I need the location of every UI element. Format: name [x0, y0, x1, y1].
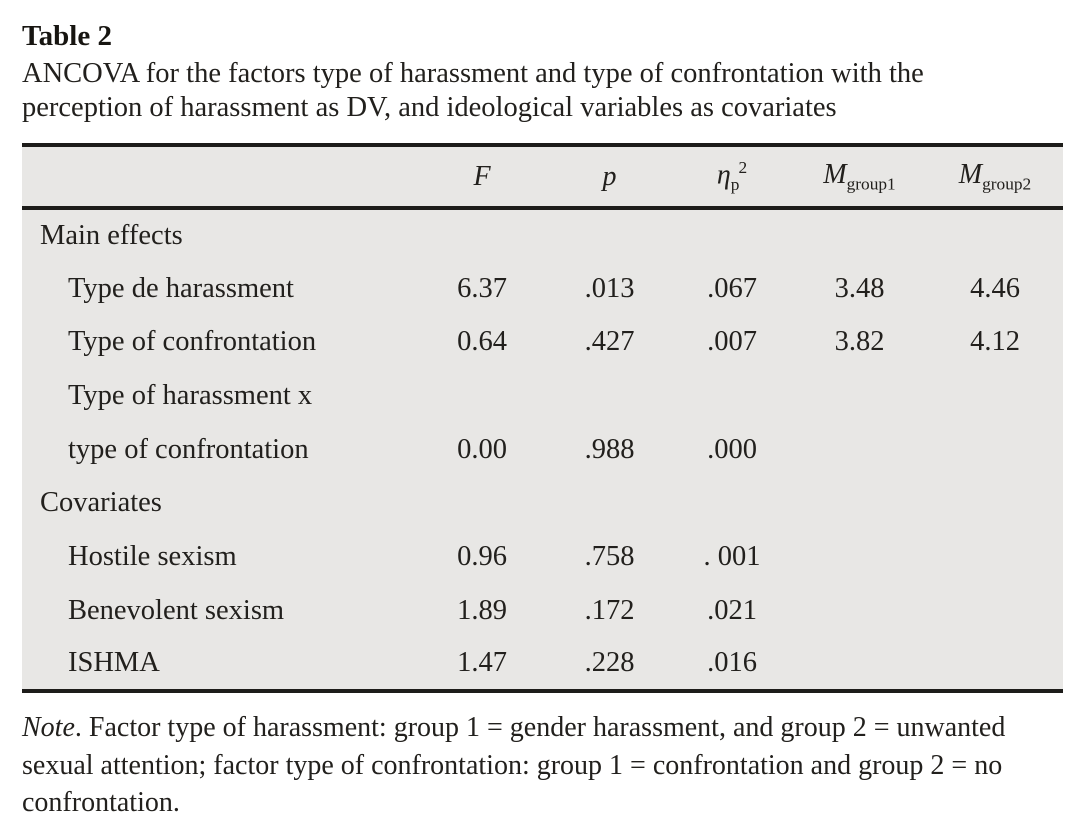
cell-eta: .067 — [707, 272, 757, 304]
cell-p: .013 — [584, 272, 635, 304]
cell-m-group1 — [792, 638, 927, 692]
row-label: ISHMA — [68, 647, 160, 679]
cell-m-group1 — [792, 530, 927, 584]
row-label: Covariates — [40, 487, 162, 519]
cell-m-group2 — [927, 476, 1063, 530]
table-row-interaction-line1: Type of harassment x — [22, 369, 1063, 423]
cell-p: .172 — [584, 594, 635, 626]
cell-p: .427 — [584, 326, 635, 358]
cell-f — [417, 208, 547, 262]
table-title: Table 2 — [22, 20, 112, 52]
col-header-p: p — [547, 145, 672, 210]
cell-m-group1: 3.82 — [834, 326, 885, 358]
table-row-interaction-line2: type of confrontation 0.00 .988 .000 — [22, 423, 1063, 477]
col-header-f: F — [417, 145, 547, 210]
table-note: Note. Factor type of harassment: group 1… — [22, 709, 1040, 822]
col-header-m-group1: Mgroup1 — [792, 145, 927, 210]
table-row-benevolent-sexism: Benevolent sexism 1.89 .172 .021 — [22, 584, 1063, 638]
ancova-table: F p ηp2 Mgroup1 Mgroup2 Main effects Typ… — [22, 143, 1063, 694]
col-header-eta-squared: ηp2 — [672, 145, 792, 210]
cell-m-group2 — [927, 423, 1063, 477]
row-label: Type of harassment x — [68, 379, 313, 411]
table-caption: ANCOVA for the factors type of harassmen… — [22, 58, 924, 123]
cell-m-group1 — [792, 208, 927, 262]
m-symbol: M — [958, 158, 983, 190]
eta-subscript: p — [730, 174, 740, 194]
table-row-type-confrontation: Type of confrontation 0.64 .427 .007 3.8… — [22, 315, 1063, 369]
row-label: Main effects — [40, 219, 183, 251]
cell-p — [547, 208, 672, 262]
m-group2-subscript: group2 — [982, 174, 1032, 194]
cell-f: 1.47 — [457, 647, 507, 679]
eta-superscript: 2 — [738, 158, 748, 178]
f-symbol: F — [473, 160, 491, 192]
cell-m-group1 — [792, 423, 927, 477]
cell-f: 1.89 — [457, 594, 507, 626]
cell-eta: .007 — [707, 326, 757, 358]
table-row-covariates: Covariates — [22, 476, 1063, 530]
m-symbol: M — [823, 158, 847, 190]
cell-f: 0.64 — [457, 326, 507, 358]
cell-m-group2: 4.46 — [970, 272, 1020, 304]
cell-eta: .021 — [707, 594, 757, 626]
cell-p — [547, 369, 672, 423]
row-label: Type of confrontation — [68, 326, 317, 358]
cell-m-group1: 3.48 — [834, 272, 885, 304]
p-symbol: p — [602, 160, 617, 192]
col-header-m-group2: Mgroup2 — [927, 145, 1063, 210]
cell-f: 0.96 — [457, 540, 507, 572]
cell-p: .758 — [584, 540, 635, 572]
cell-eta — [672, 208, 792, 262]
cell-m-group1 — [792, 369, 927, 423]
cell-eta: .000 — [707, 433, 757, 465]
table-row-type-harassment: Type de harassment 6.37 .013 .067 3.48 4… — [22, 262, 1063, 316]
table-row-hostile-sexism: Hostile sexism 0.96 .758 . 001 — [22, 530, 1063, 584]
cell-f: 6.37 — [457, 272, 507, 304]
cell-m-group2: 4.12 — [970, 326, 1020, 358]
cell-p — [547, 476, 672, 530]
col-header-empty — [22, 145, 417, 210]
cell-eta — [672, 476, 792, 530]
cell-m-group2 — [927, 638, 1063, 692]
cell-m-group1 — [792, 584, 927, 638]
cell-f: 0.00 — [457, 433, 507, 465]
m-group1-subscript: group1 — [846, 174, 896, 194]
cell-m-group1 — [792, 476, 927, 530]
note-body: . Factor type of harassment: group 1 = g… — [22, 712, 1006, 819]
table-row-ishma: ISHMA 1.47 .228 .016 — [22, 638, 1063, 692]
note-prefix: Note — [22, 712, 75, 744]
cell-eta: . 001 — [703, 540, 761, 572]
eta-symbol: η — [716, 159, 731, 191]
cell-eta: .016 — [707, 647, 757, 679]
cell-f — [417, 476, 547, 530]
cell-p: .228 — [584, 647, 635, 679]
cell-m-group2 — [927, 208, 1063, 262]
cell-m-group2 — [927, 530, 1063, 584]
header-row: F p ηp2 Mgroup1 Mgroup2 — [22, 145, 1063, 210]
cell-m-group2 — [927, 369, 1063, 423]
cell-eta — [672, 369, 792, 423]
row-label: Type de harassment — [68, 272, 294, 304]
row-label: Hostile sexism — [68, 540, 237, 572]
row-label: type of confrontation — [68, 433, 309, 465]
cell-f — [417, 369, 547, 423]
row-label: Benevolent sexism — [68, 594, 285, 626]
table-row-main-effects: Main effects — [22, 208, 1063, 262]
cell-m-group2 — [927, 584, 1063, 638]
cell-p: .988 — [584, 433, 635, 465]
